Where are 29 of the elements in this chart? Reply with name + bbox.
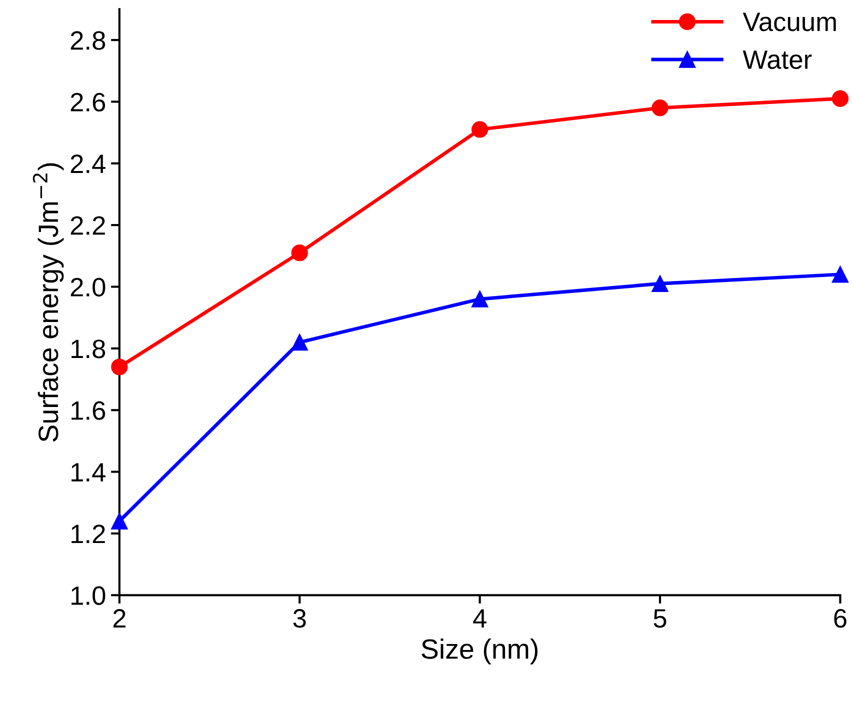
y-tick-label: 2.2 — [70, 216, 105, 235]
point — [111, 512, 128, 530]
x-tick-label: 4 — [473, 609, 486, 628]
legend-label: Water — [742, 50, 812, 69]
x-axis-title: Size (nm) — [422, 638, 538, 664]
y-tick-label: 1.0 — [72, 586, 106, 605]
point — [832, 266, 849, 283]
y-tick-label: 1.4 — [72, 463, 106, 482]
legend-label: Vacuum — [742, 12, 836, 32]
point — [471, 290, 488, 308]
y-tick-label: 1.2 — [72, 524, 105, 544]
y-tick-label: 1.8 — [72, 340, 106, 358]
point — [291, 244, 308, 262]
x-tick-label: 3 — [293, 609, 306, 628]
point — [652, 100, 668, 116]
y-tick-label: 2.8 — [70, 31, 106, 50]
point — [291, 334, 308, 351]
x-tick-label: 2 — [113, 609, 126, 628]
y-tick-label: 2.6 — [70, 92, 106, 112]
point — [652, 275, 668, 292]
point — [111, 358, 128, 376]
y-tick-label: 1.6 — [72, 401, 106, 420]
y-tick-label: 2.4 — [70, 154, 106, 173]
point — [471, 121, 488, 138]
point — [832, 90, 849, 107]
y-tick-label: 2.0 — [70, 278, 106, 297]
x-tick-label: 5 — [654, 609, 666, 628]
x-tick-label: 6 — [834, 609, 846, 628]
y-axis-title: Surface energy (Jm$^{−2}$) — [32, 163, 64, 442]
